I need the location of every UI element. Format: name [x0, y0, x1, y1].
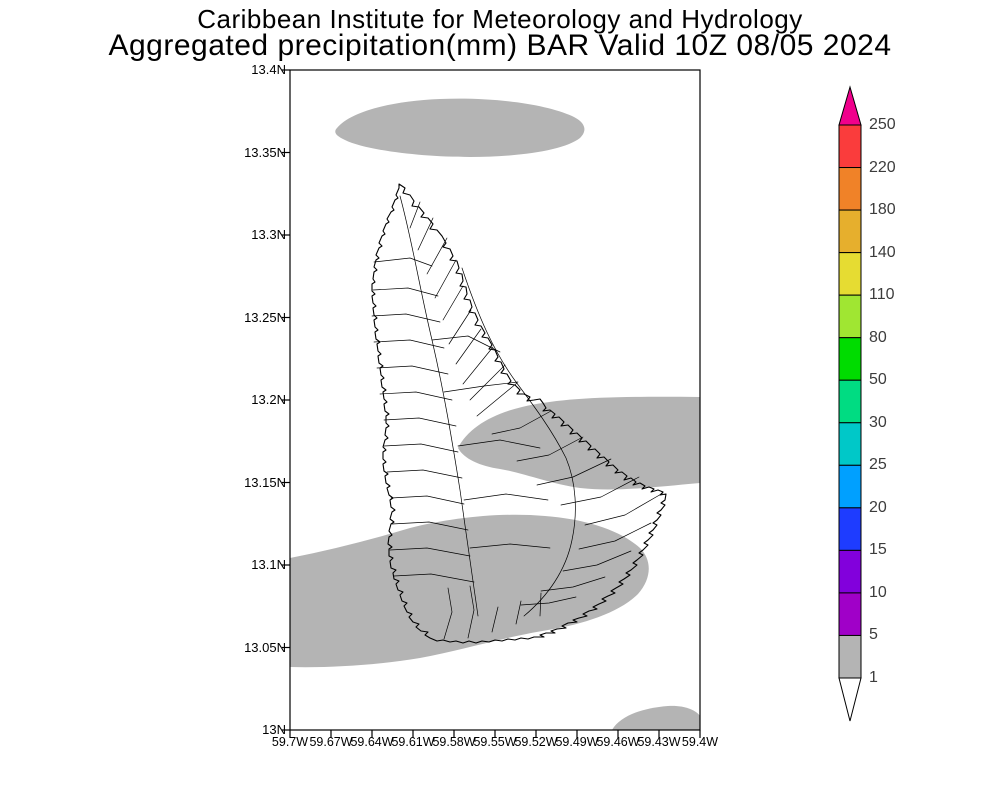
axis-ticks [282, 69, 701, 738]
colorbar-tick-label: 50 [869, 371, 887, 389]
colorbar-tick-label: 220 [869, 158, 896, 176]
lon-tick-label: 59.4W [681, 735, 719, 749]
shaded-region-bottom-right [612, 705, 700, 730]
colorbar-tick-label: 180 [869, 201, 896, 219]
colorbar-segment [838, 167, 862, 211]
lat-tick-label: 13.35N [244, 144, 286, 160]
shaded-region-north-offshore [335, 98, 585, 157]
colorbar-segment [838, 422, 862, 466]
precip-colorbar [838, 85, 862, 722]
colorbar-segment [838, 549, 862, 594]
watershed-ribs-northeast [409, 201, 518, 417]
colorbar-segment [838, 337, 862, 381]
colorbar-top-arrow [838, 85, 862, 126]
precip-shaded-regions [290, 98, 700, 730]
colorbar-segment [838, 209, 862, 254]
colorbar-tick-label: 140 [869, 243, 896, 261]
shaded-region-south-band [290, 514, 649, 668]
lon-tick-label: 59.49W [555, 735, 599, 749]
lon-tick-label: 59.7W [271, 735, 309, 749]
colorbar-segment [838, 507, 862, 551]
lat-tick-label: 13N [262, 722, 286, 737]
colorbar-tick-label: 30 [869, 413, 887, 431]
lon-tick-label: 59.55W [473, 735, 517, 749]
lat-tick-label: 13.3N [251, 227, 286, 242]
colorbar-tick-label: 25 [869, 456, 887, 474]
watershed-ribs-east [491, 410, 664, 606]
colorbar-tick-label: 250 [869, 116, 896, 133]
coastline [371, 183, 667, 644]
lon-tick-label: 59.46W [596, 735, 640, 749]
colorbar-segment [838, 592, 862, 636]
watershed-ribs-west [371, 257, 475, 583]
colorbar-bottom-arrow [838, 677, 862, 722]
colorbar-tick-label: 15 [869, 541, 887, 559]
product-title: Aggregated precipitation(mm) BAR Valid 1… [108, 29, 892, 62]
colorbar-segment [838, 252, 862, 296]
institution-title: Caribbean Institute for Meteorology and … [197, 4, 803, 34]
lat-tick-label: 13.4N [251, 62, 286, 77]
barbados-island [371, 183, 667, 644]
colorbar-tick-label: 20 [869, 498, 887, 516]
colorbar-segment [838, 294, 862, 339]
shaded-region-east-band [458, 396, 700, 490]
colorbar-tick-label: 1 [869, 669, 878, 686]
lat-tick-label: 13.1N [251, 557, 286, 572]
colorbar-tick-label: 110 [869, 286, 895, 304]
colorbar-tick-label: 5 [869, 626, 878, 644]
watershed-cross-links [431, 335, 551, 549]
colorbar-segment [838, 634, 862, 679]
lon-tick-label: 59.52W [514, 735, 558, 749]
lon-tick-label: 59.58W [432, 735, 476, 749]
watershed-spines [399, 195, 576, 617]
lat-tick-label: 13.2N [251, 392, 286, 407]
lon-tick-label: 59.67W [309, 735, 353, 749]
colorbar-tick-label: 10 [869, 583, 887, 601]
lon-tick-label: 59.61W [391, 735, 435, 749]
colorbar-tick-label: 80 [869, 328, 887, 346]
colorbar-segment [838, 464, 862, 509]
lat-tick-label: 13.25N [244, 309, 286, 325]
lat-tick-label: 13.05N [244, 639, 286, 655]
colorbar-segment [838, 124, 862, 169]
lon-tick-label: 59.43W [637, 735, 681, 749]
lon-tick-label: 59.64W [350, 735, 394, 749]
lat-tick-label: 13.15N [244, 474, 286, 490]
watershed-ribs-south [443, 585, 542, 640]
colorbar-segment [838, 379, 862, 424]
